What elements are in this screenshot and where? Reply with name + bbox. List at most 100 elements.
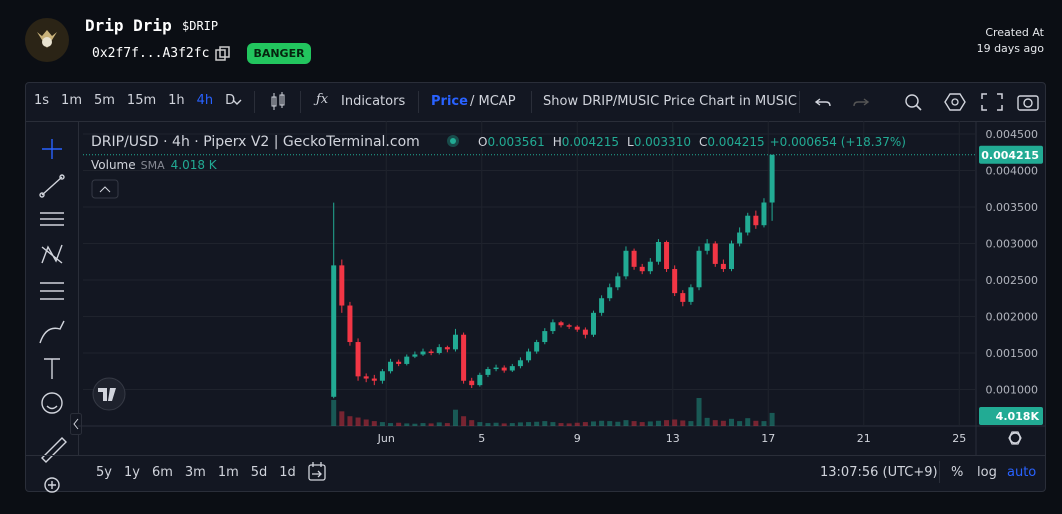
candle-body <box>737 232 743 244</box>
avatar <box>25 18 69 62</box>
candle-body <box>647 261 653 272</box>
candle-body <box>371 378 377 381</box>
range[interactable]: 5d <box>250 465 268 480</box>
range[interactable]: 6m <box>151 465 173 480</box>
ohlc-key: C <box>699 135 707 149</box>
interval[interactable]: 4h <box>196 93 214 108</box>
separator <box>418 91 419 113</box>
x-tick-label: 13 <box>666 432 680 445</box>
range[interactable]: 1m <box>217 465 239 480</box>
volume-bar <box>599 420 605 426</box>
volume-bar <box>769 412 775 426</box>
candle-body <box>712 243 718 264</box>
candle-body <box>331 265 337 397</box>
candle-icon[interactable] <box>270 92 286 112</box>
interval[interactable]: 1m <box>61 93 82 108</box>
candle-body <box>534 342 540 352</box>
ohlc-value: 0.004215 <box>562 135 619 149</box>
date-range-icon[interactable] <box>307 461 327 483</box>
legend-collapse-icon <box>99 186 111 193</box>
volume-bar <box>664 420 670 426</box>
candle-body <box>444 347 450 350</box>
legend-collapse[interactable] <box>91 179 119 199</box>
volume-bar <box>720 420 726 426</box>
divider <box>78 121 79 455</box>
last-price-label: 0.004215 <box>981 149 1039 162</box>
candle-body <box>566 325 572 327</box>
x-tick-label: 5 <box>478 432 485 445</box>
volume-bar <box>485 423 491 426</box>
percent-toggle[interactable]: % <box>951 465 964 480</box>
volume-bar <box>363 419 369 426</box>
volume-bar <box>582 422 588 426</box>
candle-body <box>404 356 410 364</box>
y-tick-label: 0.004500 <box>986 128 1039 141</box>
switch-quote[interactable]: Show DRIP/MUSIC Price Chart in MUSIC <box>543 94 797 109</box>
mcap-toggle[interactable]: / MCAP <box>470 94 516 109</box>
candle-body <box>623 250 629 277</box>
candle-body <box>558 322 564 326</box>
ohlc-legend: O0.003561 H0.004215 L0.003310 C0.004215 +0.0… <box>478 135 906 149</box>
range[interactable]: 3m <box>184 465 206 480</box>
volume-bar <box>688 421 694 426</box>
candle-body <box>501 367 507 371</box>
drawing-tools[interactable] <box>36 133 70 493</box>
candle-body <box>769 154 775 203</box>
chevron[interactable] <box>231 95 243 109</box>
interval[interactable]: 1h <box>168 93 185 108</box>
indicators[interactable]: Indicators <box>341 94 406 109</box>
volume-bar <box>590 421 596 426</box>
candle-body <box>664 242 670 270</box>
toolbar-icons[interactable] <box>812 91 1042 113</box>
y-tick-label: 0.001500 <box>986 347 1039 360</box>
volume-bar <box>704 417 710 426</box>
candle-body <box>436 347 442 353</box>
created-value: 19 days ago <box>976 42 1044 55</box>
volume-bar <box>517 422 523 426</box>
volume-bar <box>623 420 629 426</box>
candle-body <box>363 376 369 379</box>
candle-body <box>339 265 345 306</box>
candle-body <box>615 276 621 288</box>
x-tick-label: 25 <box>952 432 966 445</box>
copy-icon[interactable] <box>215 46 231 62</box>
interval[interactable]: 1s <box>34 93 50 108</box>
range[interactable]: 1y <box>123 465 140 480</box>
log-toggle[interactable]: log <box>977 465 997 480</box>
tv-logo-shape <box>98 388 116 401</box>
y-tick-label: 0.002000 <box>986 310 1039 323</box>
range[interactable]: 1d <box>279 465 296 480</box>
candle-body <box>639 266 645 272</box>
candle-body <box>461 334 467 381</box>
range[interactable]: 5y <box>96 465 112 480</box>
legend: DRIP/USD · 4h · Piperx V2 | GeckoTermina… <box>91 134 420 150</box>
collapse-toggle[interactable] <box>70 413 82 435</box>
interval[interactable]: 15m <box>126 93 157 108</box>
price-toggle[interactable]: Price <box>431 94 468 109</box>
volume-bar <box>655 420 661 426</box>
badge: BANGER <box>247 43 311 64</box>
volume-bar <box>396 422 402 426</box>
separator <box>939 461 940 483</box>
interval[interactable]: 5m <box>93 93 115 108</box>
volume-bar <box>639 422 645 426</box>
candle-body <box>680 293 686 302</box>
volume-bar <box>615 421 621 426</box>
candle-body <box>753 215 759 226</box>
separator <box>254 91 255 113</box>
auto-toggle[interactable]: auto <box>1007 465 1037 480</box>
volume-bar <box>753 420 759 426</box>
volume-bar <box>672 419 678 426</box>
candle-body <box>688 287 694 302</box>
separator <box>799 91 800 113</box>
volume-bar <box>420 423 426 426</box>
volume-bar <box>477 422 483 426</box>
separator <box>531 91 532 113</box>
settings-icon[interactable] <box>1009 432 1021 444</box>
tv-logo <box>92 377 126 411</box>
volume-bar <box>331 399 337 426</box>
interval[interactable]: D <box>225 93 236 108</box>
divider <box>26 455 1045 456</box>
volume-bar <box>461 416 467 426</box>
